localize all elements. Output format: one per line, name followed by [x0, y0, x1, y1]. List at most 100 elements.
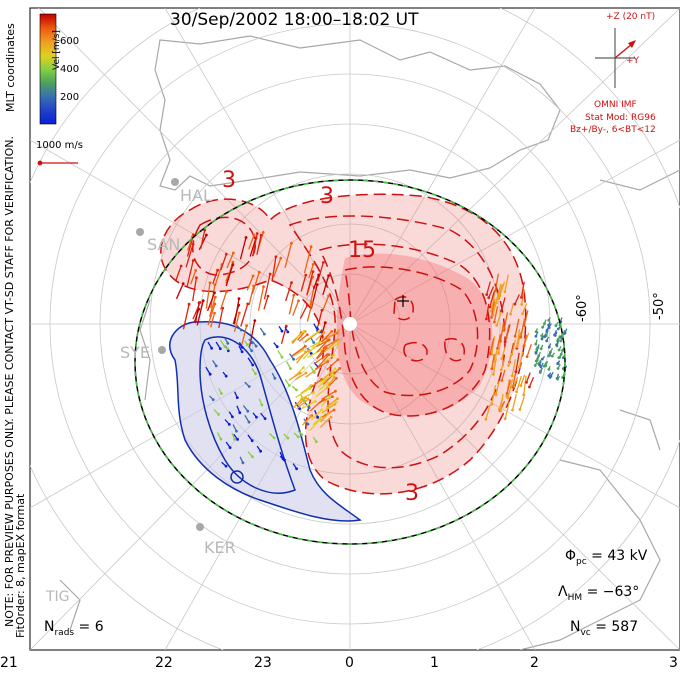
velocity-vector-origin	[302, 330, 306, 333]
velocity-vector-origin	[329, 415, 333, 419]
velocity-vector	[205, 282, 211, 309]
imf-source: OMNI IMF	[594, 100, 637, 110]
velocity-vector-origin	[334, 389, 337, 393]
velocity-vector-origin	[305, 303, 309, 307]
velocity-vector	[292, 398, 303, 409]
velocity-vector	[285, 282, 293, 302]
velocity-vector-origin	[547, 345, 551, 349]
velocity-vector-origin	[316, 415, 319, 419]
velocity-vector	[517, 331, 522, 344]
velocity-vector	[496, 334, 502, 349]
velocity-vector-origin	[257, 270, 261, 274]
contour-label-left: 3	[222, 168, 236, 193]
velocity-vector-origin	[542, 364, 546, 368]
velocity-vector-origin	[495, 323, 499, 327]
velocity-vector	[186, 260, 194, 287]
velocity-vector-origin	[289, 367, 292, 370]
velocity-vector	[485, 404, 491, 420]
velocity-vector-origin	[237, 311, 241, 315]
velocity-vector-origin	[224, 374, 228, 378]
velocity-vector-origin	[515, 345, 519, 349]
velocity-vector-origin	[195, 276, 198, 280]
velocity-vector-origin	[317, 273, 321, 277]
velocity-vector	[318, 382, 329, 391]
positive-contours	[160, 193, 527, 495]
velocity-vector-origin	[557, 356, 561, 360]
velocity-vector-origin	[235, 396, 239, 399]
velocity-vector-origin	[266, 294, 270, 298]
velocity-vector-origin	[554, 324, 558, 328]
velocity-vector	[219, 291, 228, 310]
velocity-vector-origin	[225, 290, 228, 293]
velocity-vector-origin	[528, 385, 531, 389]
velocity-vector	[313, 354, 328, 365]
velocity-vector-origin	[547, 323, 550, 327]
velocity-vector	[309, 418, 321, 431]
velocity-vector	[485, 303, 490, 320]
velocity-vector-origin	[306, 422, 310, 426]
velocity-vector-origin	[487, 296, 491, 299]
velocity-vector	[308, 264, 314, 279]
velocity-vector-origin	[327, 338, 331, 342]
velocity-vector	[511, 359, 517, 376]
velocity-vector-origin	[213, 311, 216, 315]
velocity-vector-origin	[539, 347, 543, 351]
mlt-label-2: 2	[530, 655, 539, 671]
coastline	[59, 35, 680, 650]
velocity-vector-origin	[241, 461, 245, 465]
velocity-vector	[526, 343, 533, 357]
velocity-vector-origin	[286, 436, 290, 440]
velocity-vector-origin	[237, 297, 241, 300]
velocity-vector-origin	[320, 378, 323, 381]
velocity-vector	[190, 270, 197, 285]
velocity-vector-origin	[268, 272, 272, 276]
velocity-vector	[523, 375, 527, 395]
velocity-vector	[301, 400, 316, 410]
velocity-vector	[291, 345, 306, 357]
velocity-vector-origin	[519, 384, 523, 387]
velocity-vector-origin	[213, 302, 217, 306]
velocity-vector	[296, 398, 309, 409]
velocity-vector	[520, 281, 525, 298]
velocity-vector-origin	[304, 273, 308, 277]
velocity-vector-origin	[216, 268, 220, 272]
velocity-vector	[248, 285, 255, 306]
velocity-vector	[494, 273, 499, 292]
velocity-vector-origin	[280, 329, 284, 333]
velocity-vector-origin	[502, 329, 506, 332]
velocity-vector-origin	[497, 352, 500, 355]
velocity-vector-origin	[254, 344, 258, 348]
velocity-vector-origin	[499, 368, 503, 372]
velocity-vector-origin	[302, 366, 305, 370]
velocity-vector-origin	[231, 263, 235, 267]
colorbar	[39, 13, 57, 125]
velocity-vector-origin	[262, 285, 265, 289]
velocity-vector-origin	[255, 415, 258, 419]
velocity-vector-origin	[330, 330, 334, 333]
velocity-vector	[511, 339, 517, 355]
velocity-vector	[310, 409, 323, 421]
velocity-vector-origin	[227, 423, 231, 426]
velocity-vector-origin	[331, 373, 335, 377]
velocity-vector-origin	[539, 369, 542, 373]
velocity-vector-origin	[194, 269, 198, 272]
imf-y-label: +Y	[626, 56, 640, 66]
velocity-vector-origin	[224, 252, 228, 256]
velocity-vector	[309, 398, 325, 412]
velocity-vector-origin	[208, 372, 212, 376]
velocity-vector-origin	[556, 362, 560, 365]
velocity-vector-origin	[550, 354, 554, 358]
mlt-label-0: 0	[345, 655, 354, 671]
velocity-vector	[488, 286, 495, 298]
velocity-vector-origin	[326, 360, 330, 363]
velocity-vector	[292, 300, 300, 316]
velocity-vector-origin	[251, 274, 255, 278]
velocity-vector-origin	[519, 335, 523, 339]
velocity-vector	[192, 277, 198, 302]
velocity-vector-origin	[307, 348, 311, 352]
velocity-vector	[309, 286, 315, 307]
velocity-vector	[514, 294, 520, 305]
